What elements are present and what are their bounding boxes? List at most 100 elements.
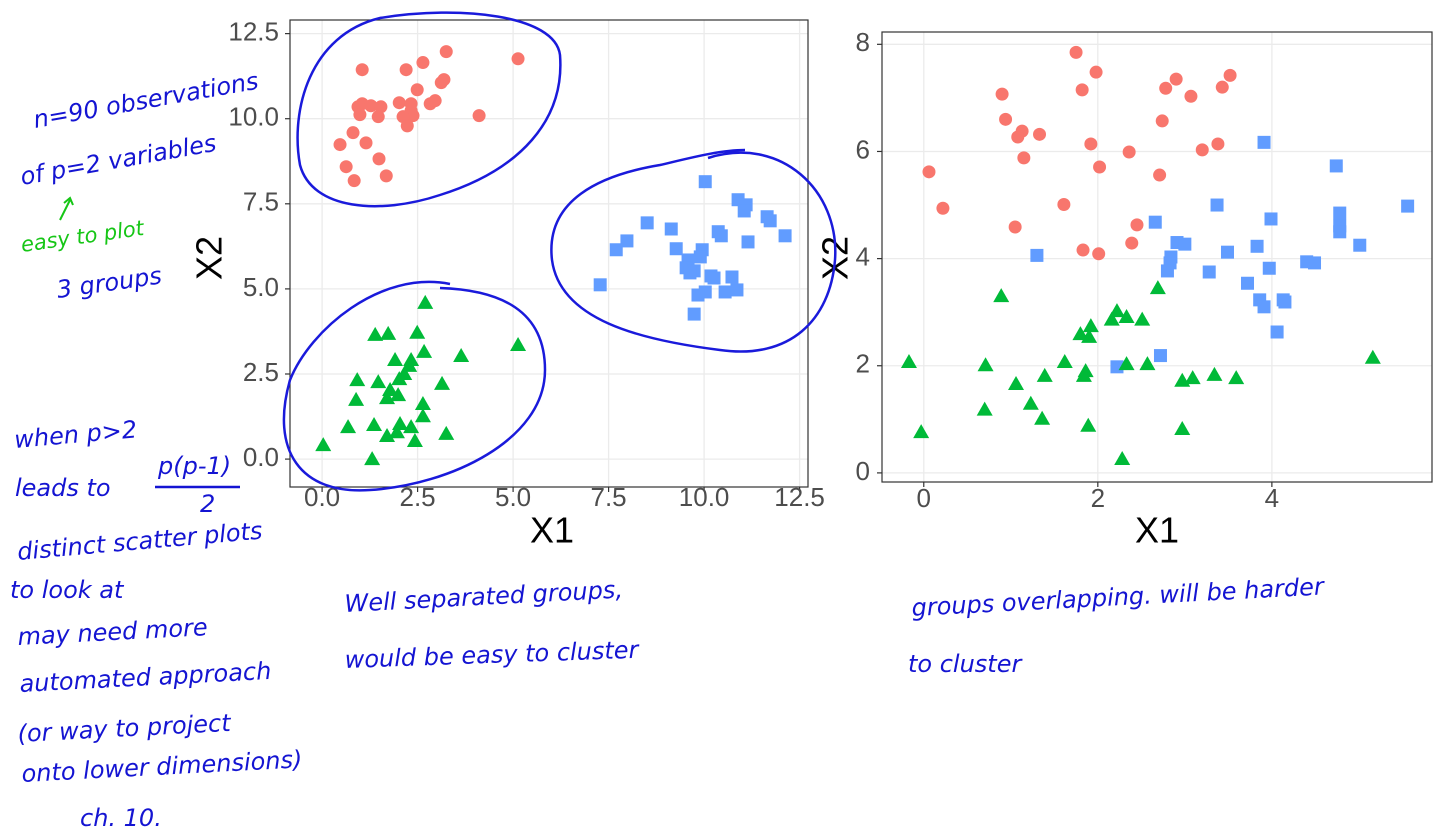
point [1184, 89, 1198, 103]
point [1250, 239, 1264, 253]
note: (or way to project [17, 709, 233, 748]
point [1155, 114, 1169, 128]
point [669, 242, 683, 256]
y-tick-label: 4 [856, 241, 870, 271]
note: of p=2 variables [18, 129, 218, 191]
plot-panel [290, 20, 808, 487]
point [388, 424, 405, 439]
group-loop [550, 148, 837, 353]
point [1308, 256, 1322, 270]
point [1056, 354, 1073, 368]
point [347, 174, 361, 188]
point [1030, 248, 1044, 262]
point [399, 63, 413, 77]
point [1080, 417, 1097, 432]
point [414, 395, 431, 410]
x-axis-title: X1 [1135, 510, 1179, 551]
point [1089, 65, 1103, 79]
point [1134, 311, 1151, 326]
point [438, 425, 455, 440]
y-tick-label: 7.5 [243, 187, 279, 217]
point [414, 408, 431, 423]
point [707, 271, 721, 285]
point [664, 222, 678, 236]
x-tick-label: 0 [917, 483, 931, 513]
x-tick-label: 12.5 [774, 482, 825, 512]
point [763, 214, 777, 228]
point [1220, 245, 1234, 259]
point [683, 266, 697, 280]
point [353, 108, 367, 122]
chart-note: groups overlapping. will be harder [911, 572, 1327, 622]
point [1169, 72, 1183, 86]
point [620, 234, 634, 248]
point [1153, 168, 1167, 182]
point [1082, 318, 1099, 333]
point [379, 427, 396, 442]
x-tick-label: 7.5 [591, 482, 627, 512]
point [1017, 151, 1031, 165]
point [1118, 309, 1135, 323]
group-loop [296, 11, 562, 208]
point [1401, 199, 1415, 213]
point [1081, 328, 1098, 343]
y-tick-label: 8 [856, 27, 870, 57]
point [1333, 206, 1347, 220]
point [1153, 349, 1167, 363]
note: n=90 observations [31, 67, 260, 134]
point [1122, 145, 1136, 159]
point [1033, 127, 1047, 141]
point [1159, 81, 1173, 95]
y-axis-title: X2 [189, 236, 230, 280]
point [1114, 450, 1131, 465]
point [693, 250, 707, 264]
point [999, 112, 1013, 126]
x-axis-title: X1 [530, 510, 574, 551]
y-tick-label: 6 [856, 134, 870, 164]
point [367, 326, 384, 341]
x-tick-label: 4 [1265, 483, 1279, 513]
point [333, 138, 347, 152]
point [1108, 303, 1125, 318]
note: leads to [15, 474, 111, 502]
point [1125, 236, 1139, 250]
point [1160, 264, 1174, 278]
point [1364, 349, 1381, 364]
point [406, 433, 423, 448]
point [1211, 137, 1225, 151]
point [1118, 356, 1135, 371]
point [387, 352, 404, 367]
note: 2 [200, 490, 215, 518]
point [977, 357, 994, 372]
note: may need more [17, 613, 208, 651]
point [1215, 80, 1229, 94]
y-tick-label: 2.5 [243, 357, 279, 387]
point [1069, 45, 1083, 59]
point [390, 387, 407, 402]
point [1257, 300, 1271, 314]
point [1228, 370, 1245, 385]
point [1262, 261, 1276, 275]
chart-note: to cluster [908, 650, 1023, 678]
note: ch. 10. [80, 804, 162, 832]
point [315, 437, 332, 452]
note: easy to plot [19, 216, 146, 257]
point [391, 371, 408, 386]
plot-panel [882, 32, 1432, 482]
point [1008, 375, 1025, 390]
point [1257, 135, 1271, 149]
point [900, 354, 917, 368]
x-tick-label: 5.0 [495, 482, 531, 512]
point [1057, 198, 1071, 211]
point [1202, 265, 1216, 279]
point [640, 216, 654, 230]
point [349, 372, 366, 387]
point [371, 110, 385, 124]
point [355, 63, 369, 77]
point [366, 417, 383, 432]
plot-border [881, 31, 1433, 483]
y-tick-label: 0.0 [243, 442, 279, 472]
plot-border [289, 19, 809, 488]
point [359, 136, 373, 150]
